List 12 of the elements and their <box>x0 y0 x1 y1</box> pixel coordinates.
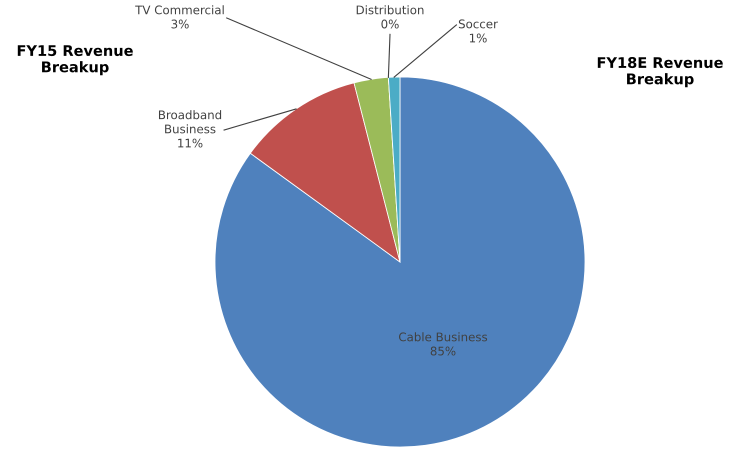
slice-label: Cable Business <box>399 332 488 342</box>
data-label: 85% <box>430 346 456 356</box>
data-label: 11% <box>178 138 202 148</box>
text: 0% <box>381 20 399 28</box>
slice-label: TV Commercial <box>135 5 224 14</box>
text: FY18E Revenue Breakup <box>598 57 723 88</box>
slice-label: Soccer <box>458 19 498 28</box>
slice-label: Broadband Business <box>158 110 222 134</box>
category-label: Distribution <box>356 5 424 14</box>
data-label: 1% <box>470 34 487 42</box>
data-label: 3% <box>172 20 189 28</box>
text: FY15 Revenue Breakup <box>18 45 133 76</box>
